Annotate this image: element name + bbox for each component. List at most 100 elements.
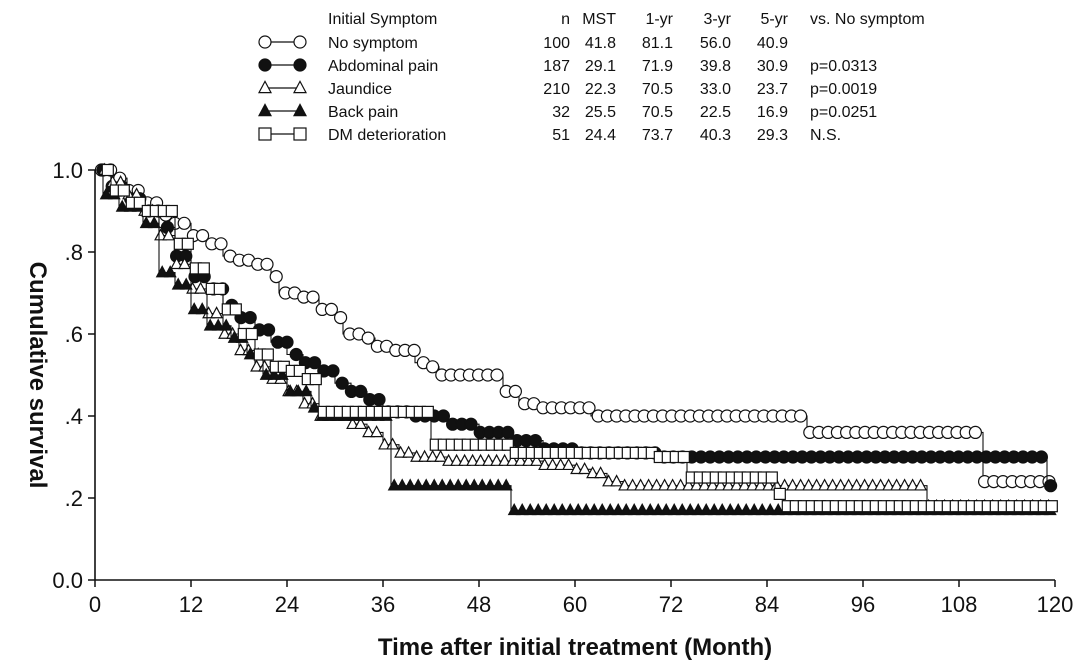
triangle-open-marker: [346, 416, 360, 430]
x-axis-label: Time after initial treatment (Month): [378, 634, 772, 661]
triangle-open-marker: [650, 478, 664, 491]
triangle-filled-marker: [739, 502, 753, 516]
legend-n-value: 210: [543, 81, 570, 98]
circle-filled-marker: [335, 376, 349, 390]
triangle-filled-marker: [267, 367, 281, 380]
triangle-filled-marker: [179, 277, 193, 290]
triangle-filled-marker: [699, 502, 713, 516]
triangle-open-marker: [594, 466, 608, 479]
triangle-filled-marker: [507, 502, 521, 516]
legend-header: n: [561, 11, 570, 28]
legend-yr3-value: 39.8: [700, 58, 731, 75]
triangle-open-marker: [474, 453, 488, 466]
legend-row: Abdominal pain 187 29.1 71.9 39.8 30.9 p=0.031…: [258, 58, 877, 75]
legend-header: 3-yr: [703, 11, 731, 28]
legend-yr5-value: 23.7: [757, 81, 788, 98]
triangle-open-marker: [490, 453, 504, 466]
triangle-filled-marker: [299, 384, 313, 397]
y-tick-label: .2: [65, 486, 83, 511]
legend-yr5-value: 30.9: [757, 58, 788, 75]
triangle-open-marker: [626, 478, 640, 491]
triangle-open-marker: [162, 228, 176, 241]
legend: Initial Symptom n MST 1-yr 3-yr 5-yr vs. No sy…: [257, 11, 925, 144]
legend-yr5-value: 40.9: [757, 35, 788, 52]
legend-p-value: p=0.0019: [810, 81, 877, 98]
legend-header: 1-yr: [645, 11, 673, 28]
x-tick-label: 60: [563, 592, 587, 617]
triangle-filled-marker: [619, 502, 633, 516]
y-tick-label: .4: [65, 404, 83, 429]
x-tick-label: 120: [1037, 592, 1074, 617]
legend-yr1-value: 73.7: [642, 127, 673, 144]
triangle-open-marker: [530, 453, 544, 466]
triangle-filled-marker: [603, 502, 617, 516]
triangle-filled-marker: [587, 502, 601, 516]
square-open-marker: [677, 450, 690, 464]
triangle-open-marker: [674, 478, 688, 491]
legend-mst-value: 24.4: [585, 127, 616, 144]
axes: 0 12 24 36 48 60 72 84 96 108 120 0.0 .2 .4 .6 .8 1.0: [52, 158, 1073, 617]
triangle-open-marker: [722, 478, 736, 491]
circle-filled-marker: [289, 347, 303, 362]
triangle-open-marker: [618, 478, 632, 491]
triangle-filled-marker: [99, 187, 113, 200]
triangle-filled-marker: [691, 502, 705, 516]
legend-mst-value: 25.5: [585, 104, 616, 121]
square-open-marker: [101, 163, 114, 177]
triangle-open-marker: [298, 396, 312, 409]
triangle-filled-marker: [171, 277, 185, 290]
triangle-open-marker: [610, 474, 624, 487]
circle-filled-marker: [372, 393, 386, 407]
triangle-open-marker: [738, 478, 752, 491]
circle-filled-marker: [501, 425, 515, 439]
triangle-open-marker: [706, 478, 720, 491]
triangle-open-marker: [546, 457, 560, 471]
triangle-filled-marker: [531, 502, 545, 516]
triangle-open-marker: [257, 80, 273, 94]
triangle-open-marker: [682, 478, 696, 491]
x-tick-label: 24: [275, 592, 299, 617]
triangle-filled-marker: [395, 478, 409, 491]
triangle-open-marker: [754, 478, 768, 491]
triangle-open-marker: [194, 281, 208, 294]
triangle-open-marker: [746, 478, 760, 491]
triangle-filled-marker: [571, 502, 585, 516]
legend-yr1-value: 70.5: [642, 104, 673, 121]
circle-open-marker: [324, 302, 338, 316]
circle-filled-marker: [262, 323, 276, 337]
circle-open-marker: [361, 331, 375, 345]
triangle-filled-marker: [643, 502, 657, 516]
triangle-filled-marker: [491, 478, 505, 491]
triangle-open-marker: [906, 478, 920, 491]
triangle-open-marker: [802, 478, 816, 491]
circle-open-marker: [293, 35, 307, 49]
triangle-open-marker: [410, 449, 424, 462]
triangle-open-marker: [386, 437, 400, 450]
legend-n-value: 187: [543, 58, 570, 75]
triangle-open-marker: [570, 461, 584, 475]
triangle-filled-marker: [563, 502, 577, 516]
triangle-filled-marker: [219, 318, 233, 331]
triangle-filled-marker: [115, 199, 129, 212]
triangle-filled-marker: [715, 502, 729, 516]
triangle-open-marker: [506, 453, 520, 466]
triangle-open-marker: [786, 478, 800, 491]
legend-series-name: DM deterioration: [328, 127, 446, 144]
triangle-open-marker: [434, 449, 448, 462]
legend-row: Back pain 32 25.5 70.5 22.5 16.9 p=0.0251: [257, 103, 877, 121]
triangle-open-marker: [586, 466, 600, 479]
legend-header: MST: [582, 11, 616, 28]
y-tick-label: .6: [65, 322, 83, 347]
square-open-marker: [181, 237, 194, 250]
triangle-filled-marker: [387, 478, 401, 491]
triangle-open-marker: [218, 326, 232, 339]
circle-open-marker: [426, 360, 440, 374]
plot-area: [94, 162, 1058, 516]
x-tick-label: 48: [467, 592, 491, 617]
legend-header: 5-yr: [760, 11, 788, 28]
square-open-marker: [501, 438, 514, 451]
square-open-marker: [1045, 500, 1058, 513]
x-tick-label: 0: [89, 592, 101, 617]
triangle-filled-marker: [515, 502, 529, 516]
circle-open-marker: [793, 409, 808, 423]
